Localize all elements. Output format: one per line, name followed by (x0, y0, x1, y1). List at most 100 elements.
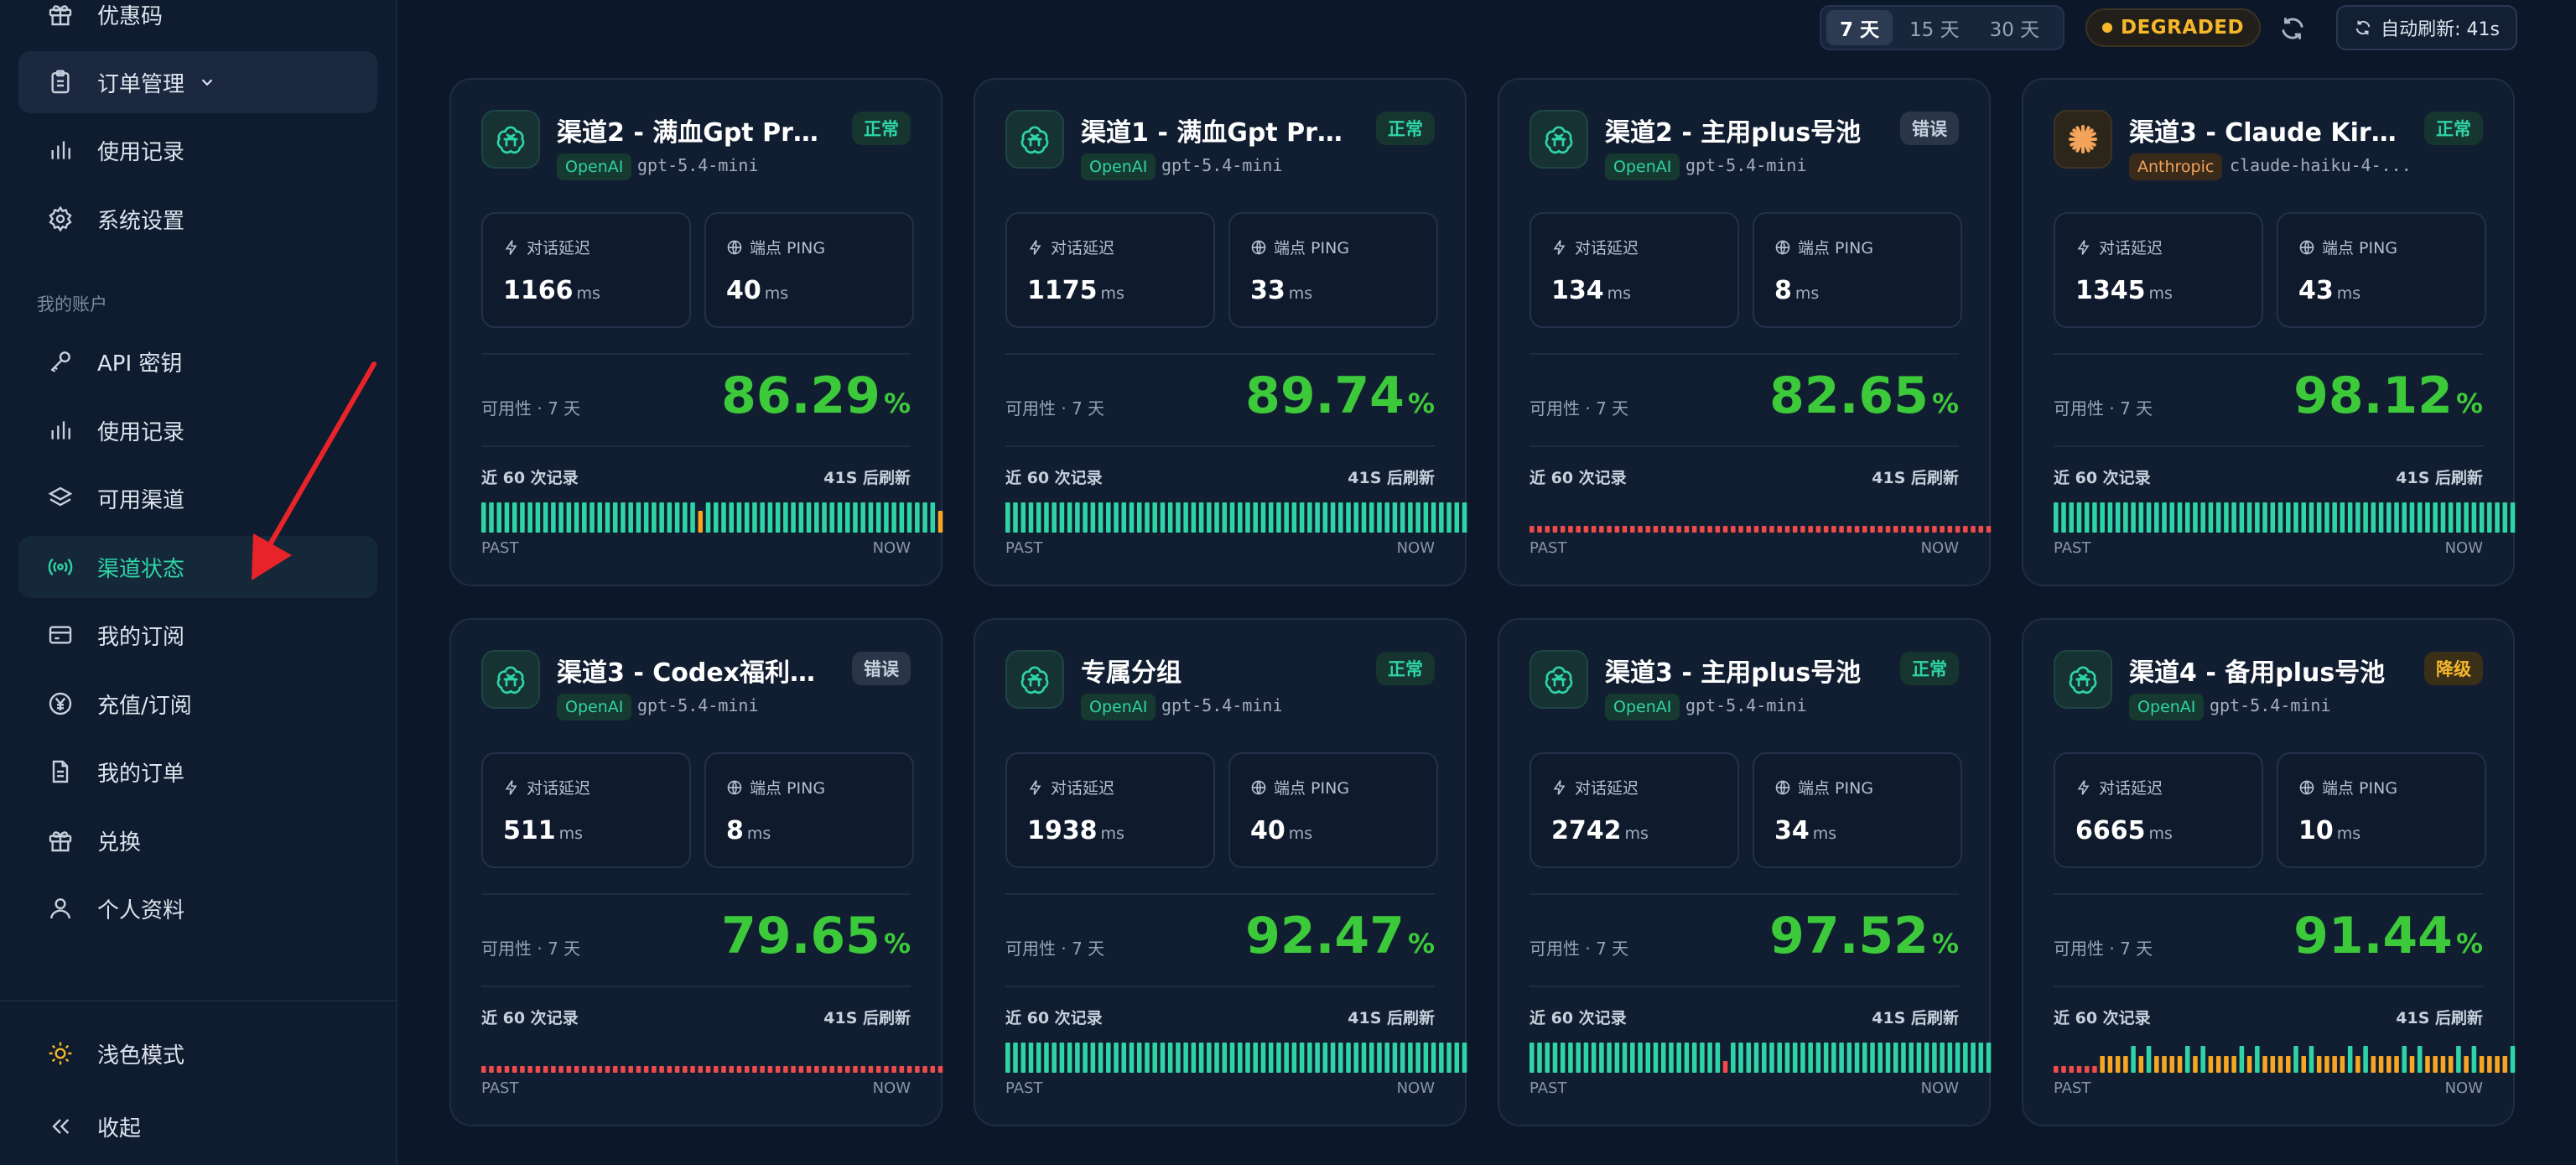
history-bar (2231, 1056, 2236, 1073)
channel-card[interactable]: 渠道4 - 备用plus号池 降级 OpenAI gpt-5.4-mini 对话… (2022, 618, 2516, 1126)
latency-label-text: 对话延迟 (527, 239, 591, 257)
history-bar (767, 502, 773, 533)
refresh-countdown: 41S 后刷新 (1872, 1009, 1959, 1027)
ping-number: 34 (1774, 816, 1810, 845)
history-bar (1253, 502, 1259, 533)
channel-card[interactable]: 渠道2 - 满血Gpt Pro... 正常 OpenAI gpt-5.4-min… (449, 78, 943, 586)
collapse-sidebar-button[interactable]: 收起 (18, 1095, 377, 1157)
history-bar (1545, 526, 1550, 533)
sidebar-item-usage-admin[interactable]: 使用记录 (18, 119, 377, 181)
history-bar (1808, 526, 1813, 533)
latency-value: 1166 ms (503, 276, 600, 305)
history-bar (2270, 1056, 2276, 1073)
history-bar (736, 1066, 742, 1073)
history-bar (1198, 502, 1204, 533)
sidebar-item-redeem[interactable]: 兑换 (18, 809, 377, 871)
sidebar-item-profile[interactable]: 个人资料 (18, 877, 377, 939)
history-bar (915, 502, 920, 533)
history-bar (2277, 1056, 2283, 1073)
sidebar-item-coupons[interactable]: 优惠码 (18, 0, 377, 45)
history-bar (2316, 1056, 2322, 1073)
auto-refresh-button[interactable]: 自动刷新: 41s (2336, 5, 2517, 50)
sidebar-item-channel-status[interactable]: 渠道状态 (18, 536, 377, 598)
history-bar (1238, 1043, 1243, 1073)
history-bars (481, 502, 943, 533)
range-7d-button[interactable]: 7 天 (1826, 10, 1893, 45)
channel-card[interactable]: 渠道3 - 主用plus号池 正常 OpenAI gpt-5.4-mini 对话… (1498, 618, 1992, 1126)
channel-card[interactable]: 专属分组 正常 OpenAI gpt-5.4-mini 对话延迟 1938 ms … (974, 618, 1467, 1126)
history-bar (1330, 1043, 1336, 1073)
sidebar-item-settings[interactable]: 系统设置 (18, 188, 377, 250)
sidebar-item-my-orders[interactable]: 我的订单 (18, 741, 377, 803)
channel-card[interactable]: 渠道2 - 主用plus号池 错误 OpenAI gpt-5.4-mini 对话… (1498, 78, 1992, 586)
history-bar (582, 1066, 587, 1073)
history-bar (2069, 1066, 2075, 1073)
history-bar (1653, 526, 1659, 533)
history-bar (574, 1066, 579, 1073)
history-bar (798, 502, 804, 533)
ping-value: 34 ms (1774, 816, 1836, 845)
latency-label-text: 对话延迟 (1051, 779, 1115, 798)
range-30d-button[interactable]: 30 天 (1989, 19, 2040, 41)
availability-number: 92.47 (1245, 907, 1405, 965)
time-range-selector: 7 天 15 天 30 天 (1820, 5, 2064, 50)
availability-label: 可用性 · 7 天 (2054, 398, 2153, 419)
channel-card[interactable]: 渠道3 - Codex福利分... 错误 OpenAI gpt-5.4-mini… (449, 618, 943, 1126)
past-label: PAST (2054, 539, 2091, 557)
sidebar-item-order-management[interactable]: 订单管理 (18, 51, 377, 113)
sidebar-item-api-keys[interactable]: API 密钥 (18, 330, 377, 393)
ping-metric: 端点 PING 8 ms (1753, 212, 1962, 328)
availability-label: 可用性 · 7 天 (2054, 939, 2153, 959)
refresh-countdown: 41S 后刷新 (2396, 1009, 2483, 1027)
latency-unit: ms (1607, 284, 1632, 303)
history-bar (1400, 502, 1405, 533)
latency-metric: 对话延迟 1166 ms (481, 212, 691, 328)
refresh-button[interactable] (2274, 10, 2311, 47)
history-bar (2386, 1056, 2392, 1073)
history-bar (1762, 1043, 1767, 1073)
history-bar (2479, 1056, 2485, 1073)
channel-card[interactable]: 渠道3 - Claude Kiro... 正常 Anthropic claude… (2022, 78, 2516, 586)
history-bar (2464, 502, 2469, 533)
history-bar (551, 1066, 556, 1073)
light-mode-toggle[interactable]: 浅色模式 (18, 1022, 377, 1084)
history-bar (2433, 1056, 2438, 1073)
history-bar (2184, 1046, 2190, 1073)
history-bar (729, 1066, 735, 1073)
history-bars (1005, 502, 1467, 533)
latency-unit: ms (558, 824, 584, 843)
history-bar (860, 1066, 865, 1073)
sidebar-item-usage[interactable]: 使用记录 (18, 399, 377, 461)
history-bar (643, 1066, 649, 1073)
history-bar (1431, 502, 1436, 533)
ping-label: 端点 PING (726, 776, 825, 798)
latency-label: 对话延迟 (1027, 236, 1114, 258)
latency-unit: ms (2148, 284, 2173, 303)
sidebar-item-label: 订单管理 (97, 71, 185, 97)
bolt-icon (1553, 239, 1566, 255)
sidebar-item-label: 浅色模式 (97, 1043, 185, 1069)
sidebar-item-my-subscription[interactable]: 我的订阅 (18, 604, 377, 666)
history-bar (1191, 502, 1197, 533)
sidebar-item-recharge[interactable]: 充值/订阅 (18, 673, 377, 735)
history-bar (844, 1066, 850, 1073)
history-bar (2084, 502, 2090, 533)
channel-status-badge: 错误 (852, 652, 911, 685)
range-15d-button[interactable]: 15 天 (1909, 19, 1960, 41)
history-bar (1307, 502, 1312, 533)
key-icon (45, 346, 75, 377)
channel-card[interactable]: 渠道1 - 满血Gpt Pro... 正常 OpenAI gpt-5.4-min… (974, 78, 1467, 586)
availability-value: 98.12% (2293, 367, 2483, 425)
ping-unit: ms (1812, 824, 1837, 843)
history-bar (2200, 1046, 2205, 1073)
latency-label: 对话延迟 (2075, 236, 2163, 258)
availability-number: 86.29 (721, 367, 880, 425)
sidebar-item-channels[interactable]: 可用渠道 (18, 467, 377, 529)
history-bar (2487, 1056, 2492, 1073)
past-label: PAST (1005, 1079, 1043, 1097)
history-bar (1160, 1043, 1166, 1073)
history-bar (783, 502, 788, 533)
latency-metric: 对话延迟 134 ms (1530, 212, 1739, 328)
history-bar (543, 1066, 548, 1073)
history-bar (2417, 502, 2423, 533)
